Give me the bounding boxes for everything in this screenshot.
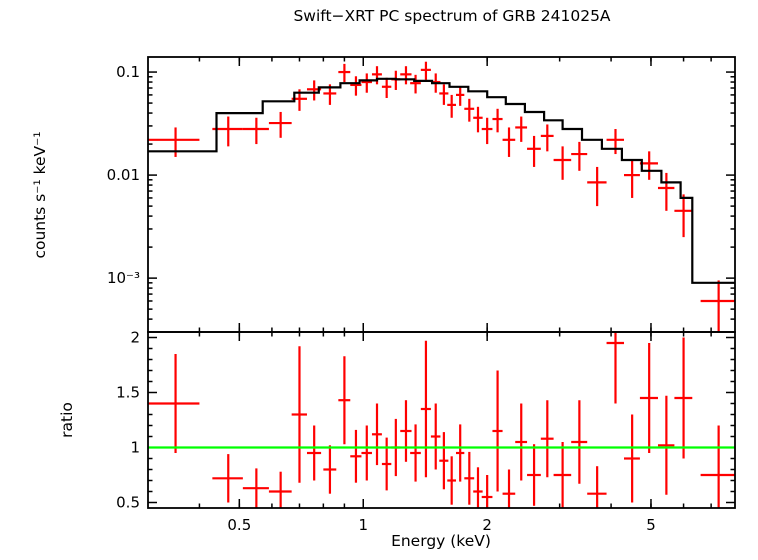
spectrum-data-points <box>148 61 735 332</box>
bottom-panel-frame <box>147 331 736 509</box>
bottom-y-axis-label: ratio <box>58 402 76 438</box>
x-tick-label: 2 <box>482 516 492 534</box>
y-tick-label: 0.5 <box>116 494 140 512</box>
model-step-line <box>148 77 735 284</box>
y-tick-label: 0.1 <box>116 63 140 81</box>
y-tick-label: 0.01 <box>107 166 140 184</box>
ratio-data-points <box>148 332 735 508</box>
y-tick-label: 1 <box>130 439 140 457</box>
x-tick-label: 0.5 <box>227 516 251 534</box>
y-tick-label: 10⁻³ <box>107 269 140 287</box>
chart-title: Swift−XRT PC spectrum of GRB 241025A <box>293 7 610 25</box>
y-tick-label: 1.5 <box>116 384 140 402</box>
plot-generated-content: 0.5 1 2 5 10⁻³ 0.01 0.1 0.5 1 1.5 2 <box>107 56 736 534</box>
x-tick-label: 1 <box>358 516 368 534</box>
x-tick-label: 5 <box>646 516 656 534</box>
y-tick-label: 2 <box>130 329 140 347</box>
x-axis-label: Energy (keV) <box>391 532 491 550</box>
top-panel-frame <box>147 56 736 333</box>
top-y-axis-label: counts s⁻¹ keV⁻¹ <box>31 131 49 258</box>
